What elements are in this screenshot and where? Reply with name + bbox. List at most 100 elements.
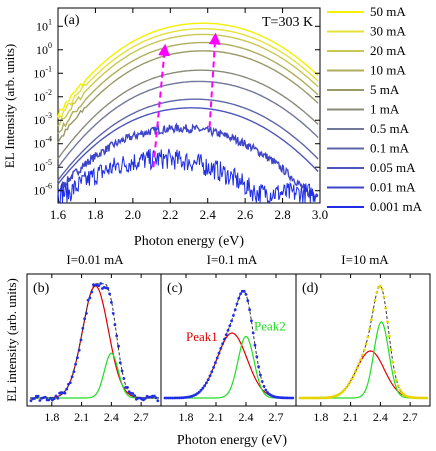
- data-point: [81, 326, 85, 330]
- x-axis-label-a: Photon energy (eV): [134, 234, 244, 249]
- data-point: [395, 378, 398, 382]
- peak1-fit-line: [30, 285, 159, 399]
- data-point: [76, 356, 79, 360]
- data-point: [208, 374, 212, 378]
- data-point: [346, 383, 350, 387]
- panel-d: I=10 mA 1.8 2.1 2.4 2.7 (d): [295, 252, 431, 424]
- fit-sum-line: [164, 290, 294, 399]
- data-point: [77, 348, 81, 352]
- data-point: [253, 343, 257, 347]
- series-line-005mA: [57, 107, 319, 185]
- data-point: [380, 287, 384, 291]
- series-line-01mA: [57, 98, 319, 181]
- data-point: [235, 302, 239, 306]
- legend-label: 20 mA: [370, 43, 406, 58]
- data-point: [228, 324, 232, 328]
- data-point: [120, 369, 124, 373]
- data-point: [264, 388, 268, 392]
- data-point: [221, 342, 225, 346]
- data-point: [203, 384, 207, 388]
- y-tick-exponent-a: -3: [45, 111, 52, 120]
- x-tick-label: 1.8: [313, 410, 328, 424]
- data-point: [355, 366, 359, 370]
- data-point: [115, 334, 119, 338]
- legend-label: 10 mA: [370, 63, 406, 78]
- x-tick-label-a: 1.8: [87, 207, 103, 222]
- legend-label: 0.001 mA: [370, 199, 423, 214]
- y-tick-exponent-a: -6: [45, 182, 52, 191]
- x-tick-label: 1.8: [179, 410, 194, 424]
- data-point: [111, 312, 115, 315]
- panel-label: (b): [33, 281, 50, 296]
- data-point: [154, 396, 158, 400]
- y-tick-label-a: 10-2: [33, 88, 52, 104]
- data-point: [257, 365, 260, 369]
- x-tick-label-a: 2.2: [162, 207, 178, 222]
- data-point: [65, 387, 69, 391]
- data-point: [67, 382, 70, 386]
- y-axis-label-bottom: EL intensity (arb. units): [4, 278, 19, 402]
- data-point: [70, 375, 74, 379]
- panel-label: (c): [167, 281, 183, 296]
- series-line-1mA: [57, 69, 319, 160]
- curves-a: [57, 22, 319, 204]
- fit-sum-line: [299, 285, 428, 399]
- data-point: [212, 366, 216, 369]
- data-point: [359, 358, 363, 361]
- data-point: [350, 377, 354, 381]
- data-point: [152, 394, 156, 398]
- data-point: [108, 292, 111, 296]
- peak2-fit-line: [30, 352, 159, 399]
- panel-a: 1.6 1.8 2.0 2.2 2.4 2.6 2.8 3.010110010-110-210…: [2, 4, 423, 249]
- data-point: [205, 381, 208, 385]
- arrows-a: [152, 32, 221, 168]
- series-line-05mA: [57, 80, 319, 168]
- data-point: [217, 351, 221, 355]
- peak2-fit-line: [164, 335, 294, 399]
- data-point: [214, 361, 217, 365]
- x-tick-label: 2.4: [104, 410, 119, 424]
- data-point: [215, 356, 219, 360]
- y-tick-label-a: 10-4: [33, 135, 52, 151]
- data-point: [38, 399, 42, 402]
- data-point: [250, 319, 253, 323]
- data-point: [384, 306, 388, 310]
- data-point: [237, 296, 241, 300]
- data-point: [364, 342, 368, 346]
- data-point: [131, 392, 135, 395]
- data-point: [362, 348, 366, 352]
- data-point: [49, 396, 52, 400]
- series-line-50mA: [57, 22, 319, 118]
- data-point: [239, 292, 243, 296]
- data-point: [97, 284, 101, 287]
- data-point: [371, 308, 375, 312]
- legend-label: 50 mA: [370, 4, 406, 19]
- data-point: [339, 391, 343, 395]
- x-tick-label: 2.4: [373, 410, 388, 424]
- panel-label: (d): [302, 281, 319, 296]
- data-point: [400, 391, 404, 394]
- data-point: [233, 308, 237, 312]
- x-tick-label-a: 2.0: [125, 207, 141, 222]
- x-tick-label-a: 2.6: [237, 207, 254, 222]
- legend-a: 50 mA 30 mA 20 mA 10 mA 5 mA 1 mA 0.5 mA 0.1 mA…: [327, 4, 423, 214]
- peak1-fit-line: [164, 332, 294, 399]
- data-point: [387, 334, 391, 338]
- data-point: [79, 338, 83, 342]
- data-point: [382, 295, 386, 299]
- panel-c: I=0.1 mA 1.8 2.1 2.4 2.7 (c) Peak1 Peak2: [160, 252, 297, 424]
- data-point: [255, 355, 259, 359]
- data-point: [219, 347, 223, 350]
- peak1-label: Peak1: [186, 329, 218, 344]
- y-tick-label-a: 10-5: [33, 158, 52, 174]
- x-tick-label: 2.7: [134, 410, 149, 424]
- x-tick-label: 2.1: [209, 410, 224, 424]
- x-tick-label: 1.8: [44, 410, 59, 424]
- data-point: [122, 377, 126, 380]
- shift-arrow-1: [152, 43, 171, 168]
- data-point: [291, 396, 295, 400]
- panel-label-a: (a): [64, 13, 80, 28]
- series-line-001mA: [57, 122, 319, 199]
- legend-label: 0.1 mA: [370, 141, 410, 156]
- data-point: [379, 284, 382, 288]
